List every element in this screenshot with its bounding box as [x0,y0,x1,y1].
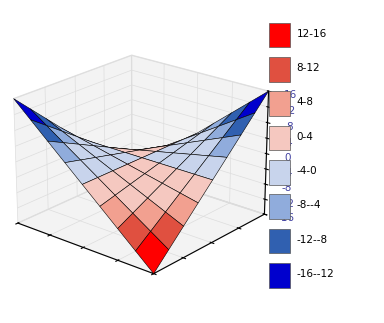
Text: -4-0: -4-0 [296,166,317,176]
FancyBboxPatch shape [269,126,290,150]
FancyBboxPatch shape [269,194,290,219]
Text: -16--12: -16--12 [296,269,334,279]
FancyBboxPatch shape [269,23,290,47]
FancyBboxPatch shape [269,91,290,116]
Text: -8--4: -8--4 [296,200,321,210]
FancyBboxPatch shape [269,229,290,253]
Text: 4-8: 4-8 [296,97,313,107]
FancyBboxPatch shape [269,57,290,82]
Text: 8-12: 8-12 [296,63,320,73]
Text: 0-4: 0-4 [296,131,313,141]
FancyBboxPatch shape [269,263,290,287]
Text: -12--8: -12--8 [296,234,328,245]
FancyBboxPatch shape [269,160,290,185]
Text: 12-16: 12-16 [296,29,327,38]
